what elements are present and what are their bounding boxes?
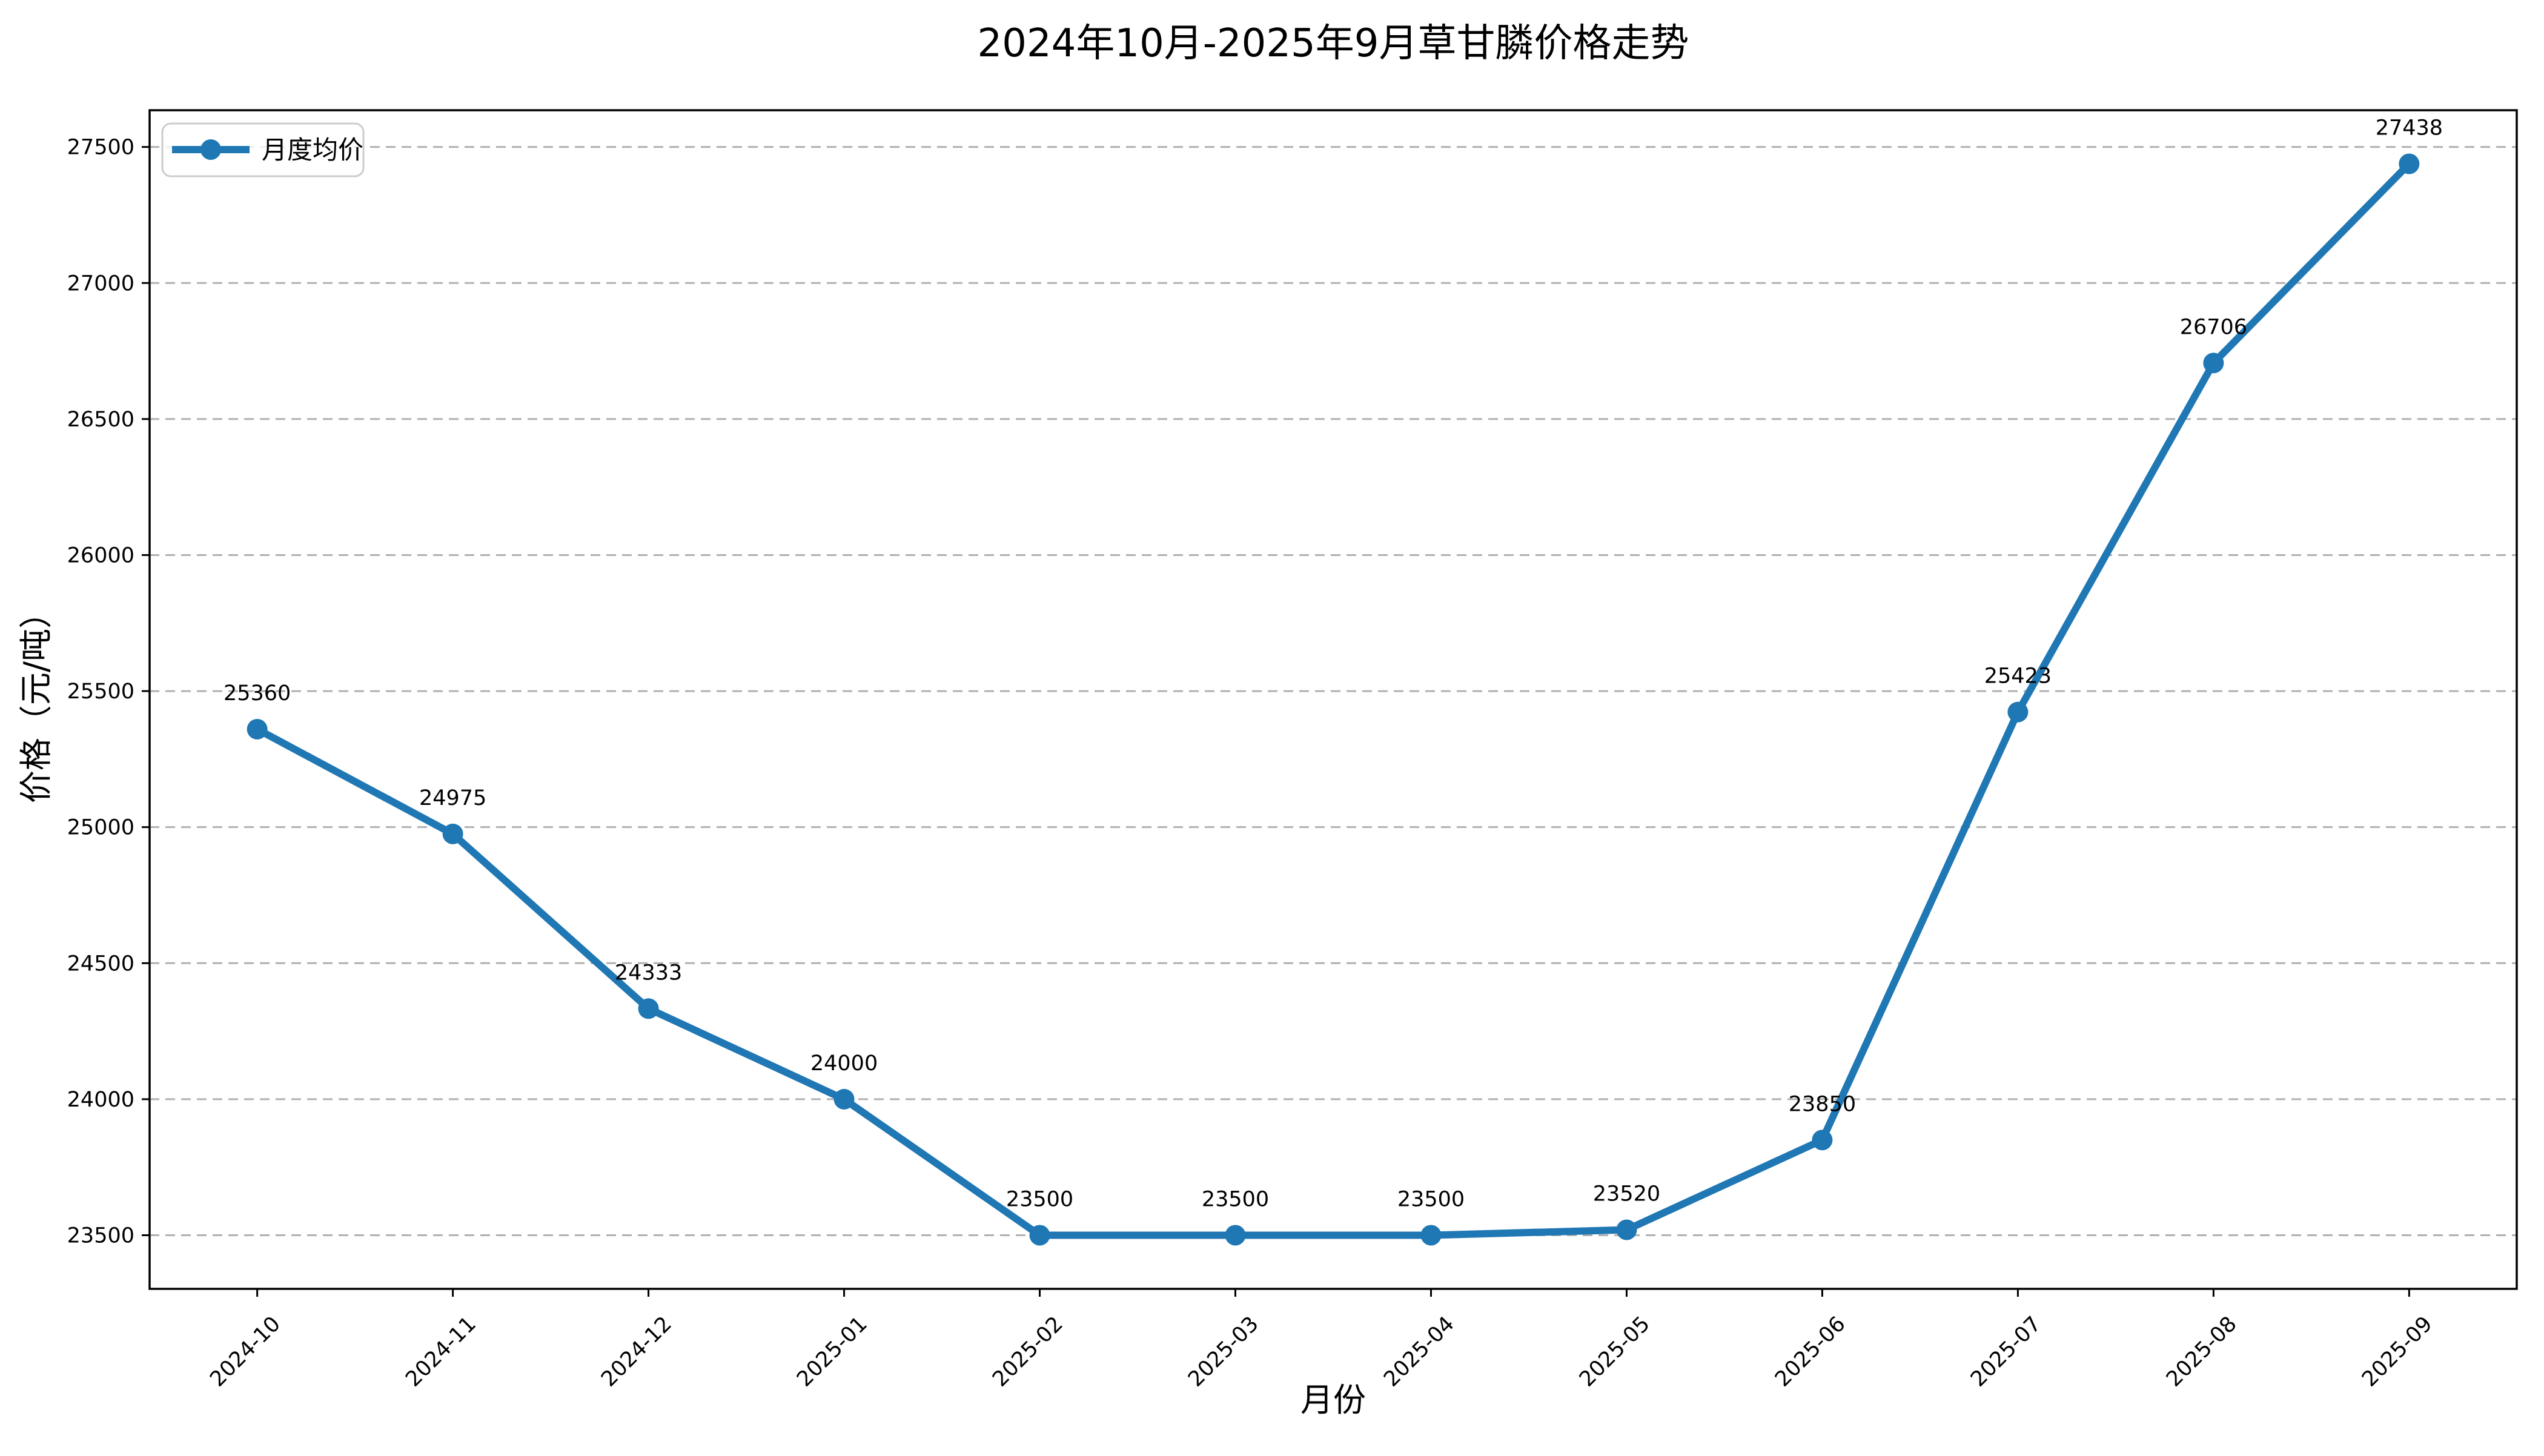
- x-tick-label: 2024-11: [401, 1312, 481, 1392]
- x-tick-label: 2025-03: [1184, 1312, 1264, 1392]
- y-tick-label: 27500: [67, 136, 134, 160]
- axis-ticks: [142, 146, 2410, 1297]
- x-tick-label: 2025-05: [1575, 1312, 1655, 1392]
- chart-title: 2024年10月-2025年9月草甘膦价格走势: [978, 21, 1689, 66]
- data-point: [2007, 701, 2029, 723]
- data-point: [638, 998, 659, 1019]
- data-point: [442, 823, 463, 844]
- data-point: [2203, 352, 2224, 374]
- legend-label: 月度均价: [262, 135, 363, 165]
- data-label: 27438: [2376, 116, 2443, 140]
- data-point: [247, 718, 268, 740]
- x-tick-labels: 2024-10 2024-11 2024-12 2025-01 2025-02 2025-…: [205, 1312, 2437, 1392]
- y-tick-label: 25500: [67, 680, 134, 704]
- data-label: 23500: [1202, 1188, 1269, 1212]
- data-label: 23850: [1789, 1092, 1856, 1116]
- y-tick-label: 23500: [67, 1224, 134, 1248]
- data-point: [1225, 1225, 1246, 1246]
- plot-frame: [148, 109, 2518, 1290]
- data-point: [1029, 1225, 1050, 1246]
- data-label: 23520: [1593, 1182, 1660, 1206]
- data-label: 25360: [224, 681, 291, 706]
- data-point: [2399, 153, 2420, 174]
- price-line-series: [247, 153, 2420, 1246]
- data-label: 25423: [1984, 664, 2052, 689]
- x-tick-label: 2025-02: [988, 1312, 1068, 1392]
- x-tick-label: 2025-08: [2162, 1312, 2242, 1392]
- data-label: 23500: [1006, 1188, 1073, 1212]
- gridlines: [150, 146, 2517, 1237]
- data-point: [1616, 1219, 1637, 1240]
- y-tick-label: 24500: [67, 951, 134, 976]
- x-tick-label: 2025-07: [1966, 1312, 2046, 1392]
- price-line: [253, 160, 2413, 1239]
- data-point: [1420, 1225, 1442, 1246]
- legend-box: [161, 122, 365, 177]
- data-label: 26706: [2180, 315, 2247, 339]
- y-tick-label: 25000: [67, 816, 134, 840]
- data-point: [833, 1088, 855, 1110]
- x-tick-label: 2024-12: [597, 1312, 677, 1392]
- y-tick-label: 26000: [67, 543, 134, 568]
- axes-frame: [148, 109, 2518, 1290]
- y-tick-labels: 23500 24000 24500 25000 25500 26000 26500 27000…: [67, 136, 134, 1248]
- y-tick-label: 27000: [67, 271, 134, 296]
- data-label: 24975: [419, 786, 486, 810]
- legend: 月度均价: [161, 122, 365, 177]
- data-labels: 25360 24975 24333 24000 23500 23500 23500 23520…: [224, 116, 2443, 1211]
- x-axis-title: 月份: [1300, 1381, 1366, 1419]
- x-tick-label: 2024-10: [205, 1312, 285, 1392]
- x-tick-label: 2025-04: [1379, 1312, 1459, 1392]
- y-axis-title: 价格（元/吨）: [17, 596, 55, 803]
- y-tick-label: 24000: [67, 1088, 134, 1112]
- data-label: 24000: [810, 1051, 878, 1076]
- data-label: 23500: [1397, 1188, 1465, 1212]
- y-tick-label: 26500: [67, 408, 134, 432]
- x-tick-label: 2025-09: [2357, 1312, 2437, 1392]
- legend-marker-icon: [200, 139, 221, 160]
- x-tick-label: 2025-01: [792, 1312, 872, 1392]
- data-label: 24333: [615, 961, 682, 985]
- data-point: [1812, 1130, 1833, 1151]
- x-tick-label: 2025-06: [1771, 1312, 1850, 1392]
